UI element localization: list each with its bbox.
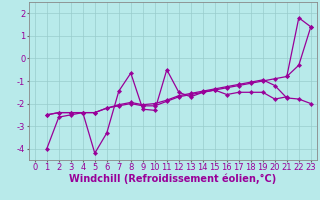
X-axis label: Windchill (Refroidissement éolien,°C): Windchill (Refroidissement éolien,°C)	[69, 174, 276, 184]
